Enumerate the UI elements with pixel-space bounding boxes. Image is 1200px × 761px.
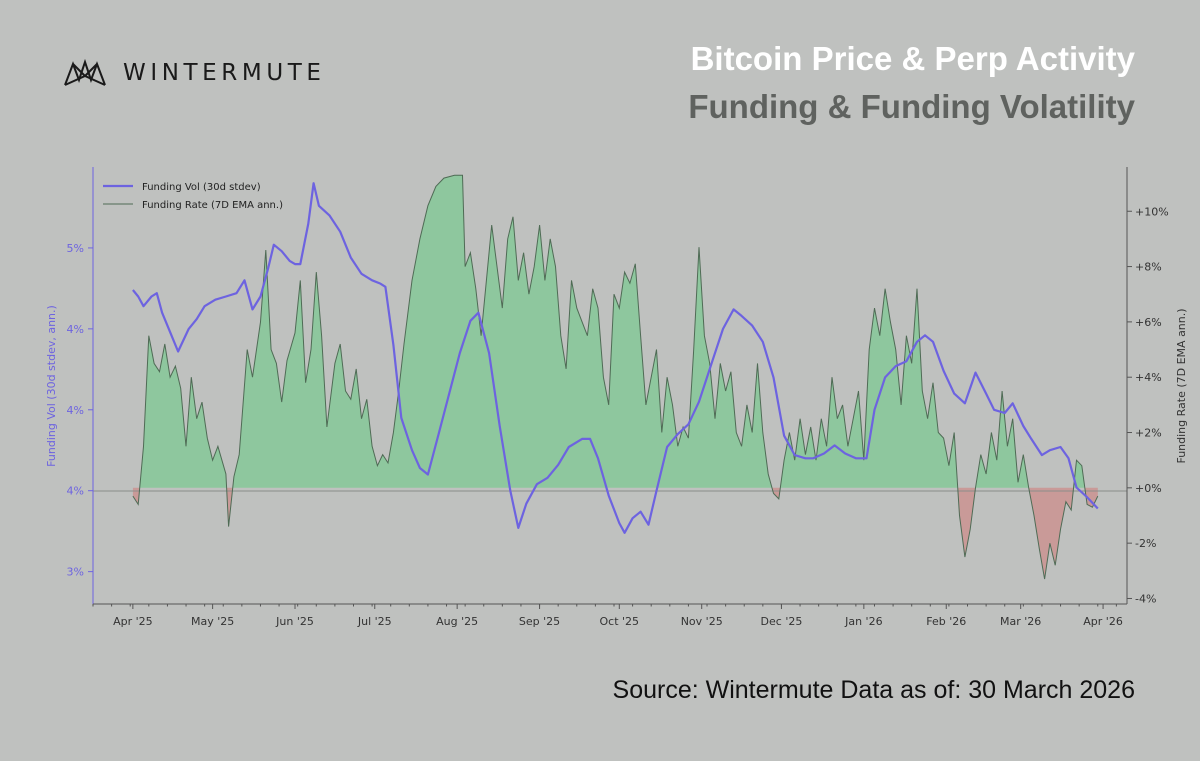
y-right-tick-label: +4% (1135, 371, 1162, 384)
y-right-tick-label: +0% (1135, 482, 1162, 495)
y-left-tick-label: 4% (67, 485, 84, 498)
x-tick-label: Mar '26 (1000, 615, 1041, 628)
legend: Funding Vol (30d stdev) Funding Rate (7D… (103, 182, 283, 211)
source-note: Source: Wintermute Data as of: 30 March … (612, 676, 1135, 704)
right-axis-label: Funding Rate (7D EMA ann.) (1175, 308, 1188, 463)
page-subtitle: Funding & Funding Volatility (688, 88, 1135, 125)
legend-funding-label: Funding Rate (7D EMA ann.) (142, 200, 283, 211)
y-left-tick-label: 3% (67, 566, 84, 579)
funding-rate-line (132, 174, 1099, 580)
y-right-tick-label: +10% (1135, 205, 1169, 218)
brand-name: WINTERMUTE (123, 60, 326, 86)
funding-positive-area (1073, 460, 1085, 488)
y-left-tick-label: 4% (67, 323, 84, 336)
brand-logo: WINTERMUTE (63, 55, 326, 91)
x-tick-label: Nov '25 (681, 615, 723, 628)
page-title: Bitcoin Price & Perp Activity (690, 40, 1135, 77)
x-tick-label: Dec '25 (761, 615, 803, 628)
y-left-tick-label: 5% (67, 242, 84, 255)
y-left-tick-label: 4% (67, 404, 84, 417)
x-tick-label: Aug '25 (436, 615, 478, 628)
legend-vol-label: Funding Vol (30d stdev) (142, 182, 261, 193)
x-tick-label: Feb '26 (926, 615, 966, 628)
funding-positive-area (975, 391, 1029, 488)
funding-negative-area (957, 487, 976, 557)
y-right-tick-label: +2% (1135, 427, 1162, 440)
funding-vol-line (132, 182, 1099, 534)
x-tick-label: Apr '26 (1083, 615, 1123, 628)
x-tick-label: Oct '25 (600, 615, 640, 628)
x-tick-label: Sep '25 (519, 615, 560, 628)
funding-negative-area (1028, 487, 1074, 580)
y-right-tick-label: +8% (1135, 261, 1162, 274)
wintermute-logo-icon (64, 58, 106, 86)
x-tick-label: Apr '25 (113, 615, 153, 628)
x-tick-label: Jul '25 (357, 615, 392, 628)
y-right-tick-label: +6% (1135, 316, 1162, 329)
y-right-tick-label: -2% (1135, 537, 1156, 550)
x-tick-label: Jun '25 (275, 615, 314, 628)
x-tick-label: Jan '26 (844, 615, 882, 628)
funding-positive-area (139, 335, 227, 488)
y-right-tick-label: -4% (1135, 592, 1156, 605)
funding-negative-area (132, 487, 140, 505)
x-tick-label: May '25 (191, 615, 234, 628)
left-axis-label: Funding Vol (30d stdev, ann.) (45, 305, 58, 467)
